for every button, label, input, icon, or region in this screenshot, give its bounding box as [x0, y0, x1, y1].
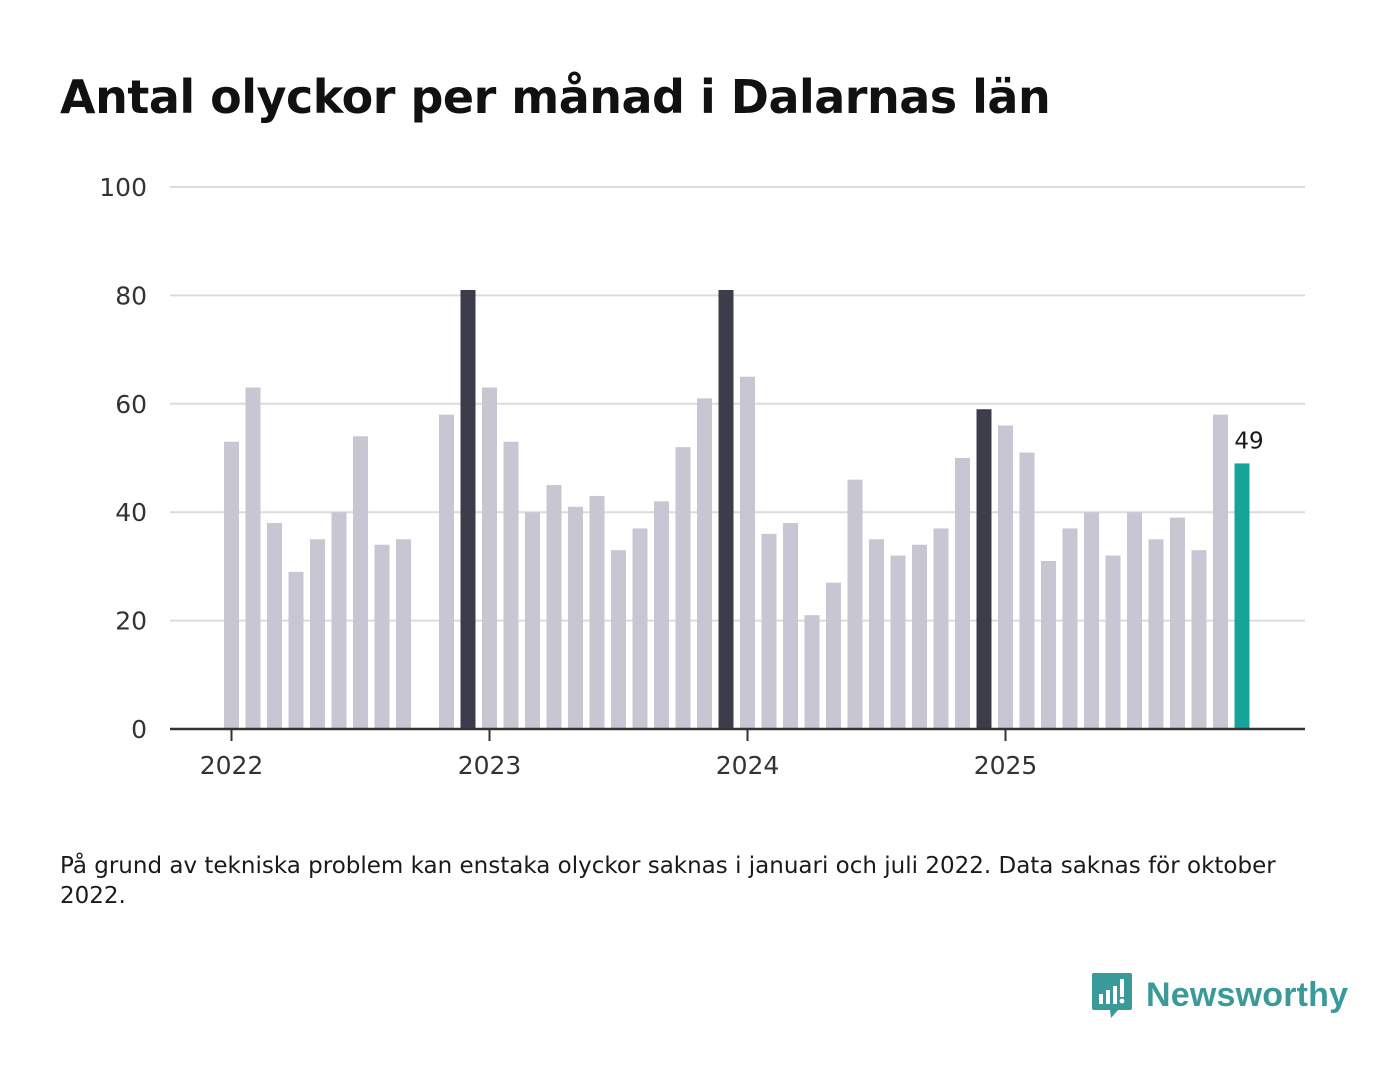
- bar: [847, 479, 863, 729]
- bar: [503, 441, 519, 729]
- bar: [998, 425, 1013, 729]
- bar: [288, 571, 304, 729]
- bars: [224, 289, 1250, 729]
- bar: [1148, 539, 1164, 729]
- bar: [933, 528, 949, 729]
- x-tick-label: 2023: [458, 751, 522, 780]
- y-tick-label: 20: [115, 607, 147, 636]
- newsworthy-logo-icon: [1092, 973, 1132, 1018]
- bar: [1019, 452, 1035, 729]
- bar: [1041, 560, 1056, 729]
- bar: [976, 409, 992, 729]
- y-tick-label: 60: [115, 390, 147, 419]
- bar: [1213, 414, 1228, 729]
- x-tick-label: 2025: [974, 751, 1038, 780]
- bar: [353, 436, 368, 729]
- bar: [460, 289, 476, 729]
- bar: [697, 398, 712, 729]
- bar: [589, 495, 605, 729]
- bar: [740, 376, 755, 729]
- x-tick-label: 2022: [200, 751, 264, 780]
- bar: [955, 458, 970, 729]
- bar: [568, 506, 583, 729]
- bar: [675, 447, 691, 729]
- bar: [310, 539, 325, 729]
- current-value-label: 49: [1234, 428, 1263, 454]
- bar: [1062, 528, 1078, 729]
- y-tick-label: 80: [115, 281, 147, 310]
- x-tick-label: 2024: [716, 751, 780, 780]
- bar: [482, 387, 497, 729]
- brand-name: Newsworthy: [1146, 975, 1349, 1014]
- bar: [718, 289, 734, 729]
- bar: [890, 555, 906, 729]
- bar: [632, 528, 648, 729]
- bar: [245, 387, 261, 729]
- bar: [611, 550, 626, 729]
- y-tick-label: 0: [131, 715, 147, 744]
- bar: [826, 582, 841, 729]
- bar: [1234, 463, 1250, 729]
- brand: Newsworthy: [1090, 970, 1348, 1020]
- bar: [1084, 512, 1099, 729]
- data-labels: 49: [1232, 426, 1266, 457]
- bar: [374, 544, 390, 729]
- bar: [869, 539, 884, 729]
- y-axis-ticks: 0 20 40 60 80 100: [99, 173, 147, 744]
- bar: [439, 414, 454, 729]
- bar: [267, 523, 282, 729]
- bar: [1191, 550, 1207, 729]
- bar: [912, 544, 927, 729]
- bar: [783, 523, 798, 729]
- bar: [1170, 517, 1185, 729]
- bar: [525, 512, 540, 729]
- x-axis-ticks: 2022 2023 2024 2025: [200, 729, 1038, 780]
- bar: [761, 533, 777, 729]
- footnote: På grund av tekniska problem kan enstaka…: [60, 853, 1276, 909]
- bar-chart: 0 20 40 60 80 100 2022 2023 2024 2025 49: [99, 173, 1305, 780]
- bar: [1127, 512, 1142, 729]
- bar: [804, 615, 820, 729]
- bar: [396, 539, 411, 729]
- bar: [331, 512, 347, 729]
- bar: [1105, 555, 1121, 729]
- bar: [224, 441, 239, 729]
- bar: [654, 501, 669, 729]
- bar: [546, 485, 562, 729]
- y-tick-label: 40: [115, 498, 147, 527]
- chart-title: Antal olyckor per månad i Dalarnas län: [60, 70, 1051, 124]
- y-tick-label: 100: [99, 173, 147, 202]
